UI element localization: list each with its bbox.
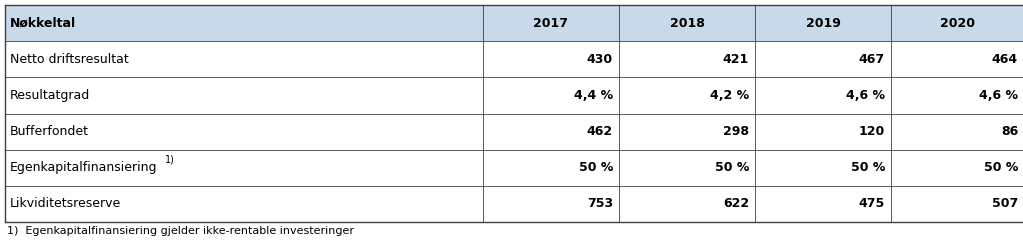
Bar bbox=[5, 114, 1023, 150]
Text: 430: 430 bbox=[587, 53, 613, 66]
Text: 50 %: 50 % bbox=[984, 161, 1018, 174]
Text: 1): 1) bbox=[165, 155, 175, 165]
Text: Likviditetsreserve: Likviditetsreserve bbox=[10, 198, 122, 210]
Text: 464: 464 bbox=[992, 53, 1018, 66]
Text: 421: 421 bbox=[723, 53, 749, 66]
Text: 4,6 %: 4,6 % bbox=[846, 89, 885, 102]
Text: 467: 467 bbox=[859, 53, 885, 66]
Text: 1)  Egenkapitalfinansiering gjelder ikke-rentable investeringer: 1) Egenkapitalfinansiering gjelder ikke-… bbox=[7, 226, 354, 236]
Text: 4,6 %: 4,6 % bbox=[979, 89, 1018, 102]
Text: Netto driftsresultat: Netto driftsresultat bbox=[10, 53, 129, 66]
Text: 2020: 2020 bbox=[940, 16, 975, 30]
Text: 50 %: 50 % bbox=[579, 161, 613, 174]
Bar bbox=[5, 41, 1023, 77]
Bar bbox=[5, 77, 1023, 114]
Bar bbox=[5, 186, 1023, 222]
Text: 2017: 2017 bbox=[534, 16, 569, 30]
Text: 298: 298 bbox=[723, 125, 749, 138]
Text: 50 %: 50 % bbox=[715, 161, 749, 174]
Bar bbox=[5, 5, 1023, 41]
Text: 4,4 %: 4,4 % bbox=[574, 89, 613, 102]
Text: 2018: 2018 bbox=[670, 16, 705, 30]
Bar bbox=[5, 150, 1023, 186]
Text: 475: 475 bbox=[858, 198, 885, 210]
Text: Egenkapitalfinansiering: Egenkapitalfinansiering bbox=[10, 161, 158, 174]
Text: 4,2 %: 4,2 % bbox=[710, 89, 749, 102]
Text: 507: 507 bbox=[991, 198, 1018, 210]
Text: 120: 120 bbox=[858, 125, 885, 138]
Text: Bufferfondet: Bufferfondet bbox=[10, 125, 89, 138]
Text: Resultatgrad: Resultatgrad bbox=[10, 89, 90, 102]
Text: 50 %: 50 % bbox=[851, 161, 885, 174]
Text: 462: 462 bbox=[587, 125, 613, 138]
Text: 86: 86 bbox=[1000, 125, 1018, 138]
Text: 622: 622 bbox=[723, 198, 749, 210]
Text: Nøkkeltal: Nøkkeltal bbox=[10, 16, 76, 30]
Text: 753: 753 bbox=[587, 198, 613, 210]
Text: 2019: 2019 bbox=[805, 16, 841, 30]
